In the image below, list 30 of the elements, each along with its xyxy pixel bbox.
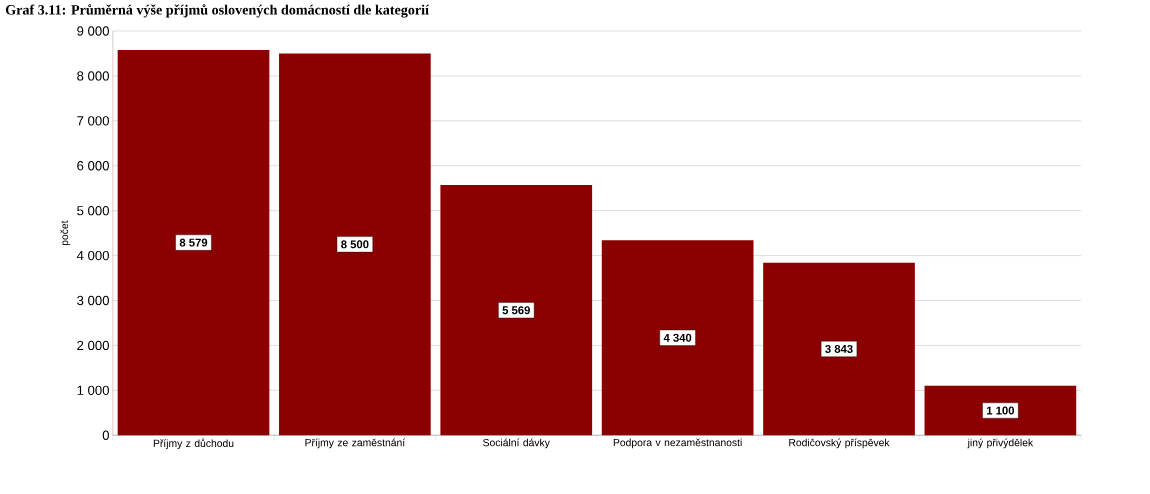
bar: [279, 53, 431, 436]
x-tick-label: jiný přivýdělek: [967, 438, 1034, 449]
y-tick-label: 8 000: [77, 71, 109, 81]
y-tick-label: 4 000: [76, 251, 109, 261]
x-tick-label: Příjmy z důchodu: [153, 438, 234, 450]
data-label: 1 100: [986, 406, 1015, 415]
data-label: 3 843: [825, 345, 853, 354]
bar: [440, 185, 593, 436]
y-tick-label: 7 000: [77, 116, 109, 126]
y-tick-label: 2 000: [77, 340, 109, 351]
data-label: 8 579: [179, 238, 208, 247]
x-tick-label: Rodičovský příspěvek: [789, 438, 890, 449]
y-tick-label: 9 000: [77, 26, 109, 36]
data-label: 5 569: [502, 306, 530, 315]
x-tick-label: Příjmy ze zaměstnání: [305, 438, 406, 449]
y-axis-title: počet: [60, 220, 71, 246]
y-tick-label: 5 000: [77, 206, 109, 216]
chart-title: Graf 3.11: Průměrná výše příjmů oslovených domácností dle kategorií: [5, 4, 430, 18]
x-tick-label: Sociální dávky: [483, 438, 550, 449]
bar: [924, 386, 1077, 436]
y-tick-label: 3 000: [77, 296, 109, 306]
data-label: 4 340: [663, 334, 692, 343]
y-tick-label: 6 000: [77, 161, 109, 171]
x-tick-label: Podpora v nezaměstnanosti: [613, 438, 742, 449]
y-tick-label: 1 000: [77, 385, 109, 396]
y-tick-label: 0: [102, 430, 109, 441]
bar: [117, 50, 270, 436]
bar: [763, 262, 915, 436]
data-label: 8 500: [341, 240, 369, 249]
bar: [601, 240, 754, 436]
